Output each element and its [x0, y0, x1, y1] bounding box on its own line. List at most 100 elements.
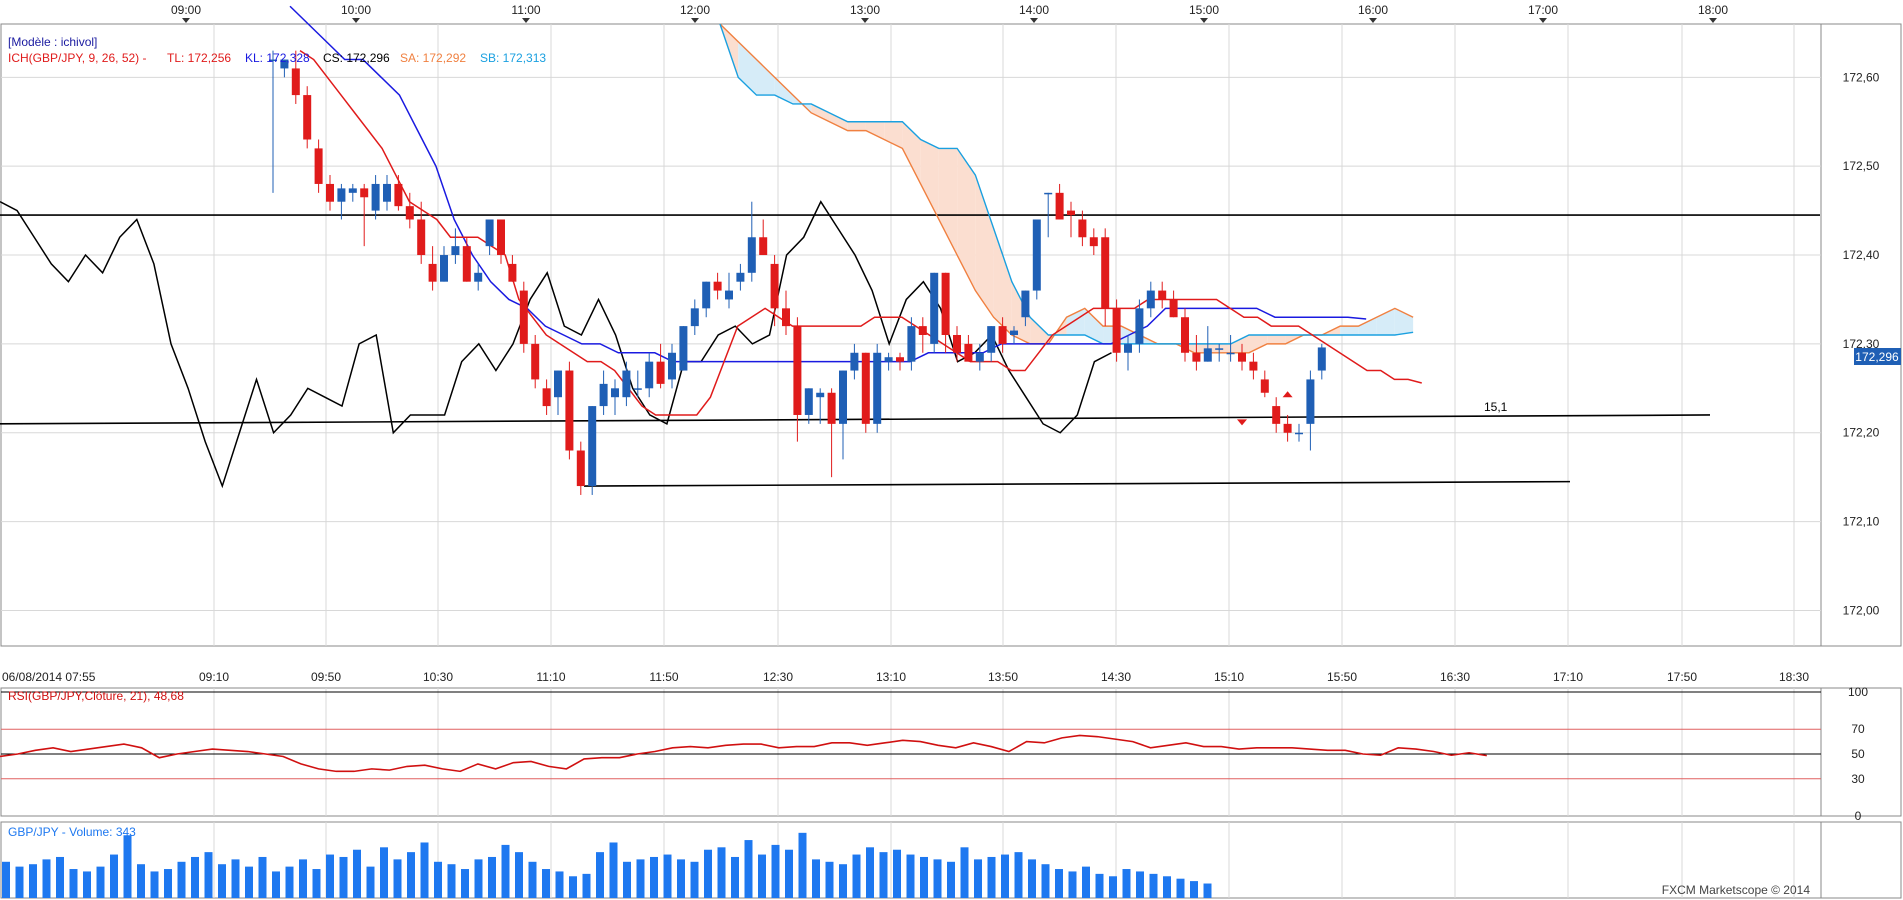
candle-body	[1169, 299, 1178, 318]
candle-body	[941, 272, 950, 335]
volume-label: GBP/JPY - Volume: 343	[8, 825, 136, 839]
candle-body	[1021, 290, 1030, 318]
volume-bar	[164, 869, 172, 898]
ichimoku-cloud-segment	[756, 59, 775, 96]
time-marker-icon	[691, 18, 699, 23]
candle-body	[1055, 192, 1064, 220]
ichimoku-cloud-segment	[1230, 335, 1249, 353]
bottom-time-label: 16:30	[1440, 670, 1470, 684]
candle-body	[1124, 343, 1132, 353]
time-marker-icon	[1369, 18, 1377, 23]
time-marker-icon	[1030, 18, 1038, 23]
candle-body	[930, 272, 939, 344]
bottom-time-label: 11:50	[649, 670, 678, 684]
candle-body	[1215, 348, 1224, 350]
volume-bar	[299, 859, 307, 898]
candle-body	[1032, 219, 1041, 291]
candle-body	[474, 272, 483, 282]
volume-bar	[1109, 876, 1117, 898]
volume-bar	[42, 859, 51, 898]
volume-bar	[636, 859, 645, 898]
candle-body	[462, 246, 471, 282]
candle-body	[975, 352, 984, 362]
ichimoku-cloud-segment	[1084, 308, 1104, 344]
ichimoku-cloud-segment	[1376, 308, 1395, 335]
candle-body	[782, 308, 790, 327]
volume-bar	[123, 835, 132, 898]
candle-body	[485, 219, 494, 247]
time-marker-icon	[1539, 18, 1547, 23]
ichimoku-legend-sb: SB: 172,313	[480, 51, 546, 65]
candle-body	[827, 392, 836, 424]
candle-body	[770, 263, 779, 309]
candle-body	[588, 406, 597, 487]
bottom-time-label: 15:10	[1214, 670, 1244, 684]
candle-body	[440, 255, 448, 282]
price-tick-label: 172,00	[1843, 603, 1880, 617]
candle-body	[531, 343, 540, 380]
volume-bar	[812, 859, 820, 898]
bottom-time-label: 13:50	[988, 670, 1018, 684]
volume-bar	[447, 864, 456, 898]
candle-body	[1272, 406, 1281, 424]
volume-bar	[623, 861, 631, 898]
candle-body	[497, 219, 505, 256]
price-tick-label: 172,40	[1843, 248, 1880, 262]
price-tick-label: 172,20	[1843, 426, 1880, 440]
support-line-lower	[583, 480, 1571, 487]
candle-body	[428, 263, 437, 282]
candle-body	[269, 59, 277, 62]
candle-body	[690, 308, 699, 327]
volume-bar	[947, 861, 955, 898]
bottom-time-label: 12:30	[763, 670, 793, 684]
volume-bar	[987, 856, 996, 898]
candle-body	[519, 290, 528, 344]
top-time-label: 12:00	[680, 3, 710, 17]
ichimoku-cloud-segment	[975, 175, 994, 318]
volume-bar	[1095, 873, 1104, 898]
candle-body	[1089, 237, 1098, 247]
volume-bar	[663, 854, 672, 898]
volume-bar	[285, 866, 294, 898]
rsi-tick-label: 30	[1851, 772, 1865, 786]
volume-bar	[650, 856, 658, 898]
rsi-tick-label: 100	[1848, 685, 1868, 699]
candle-body	[348, 188, 357, 193]
top-time-label: 16:00	[1358, 3, 1388, 17]
volume-bar	[920, 856, 928, 898]
candle-body	[565, 370, 574, 451]
candle-body	[611, 388, 619, 398]
time-marker-icon	[1200, 18, 1208, 23]
candle-body	[656, 361, 665, 384]
rsi-label: RSI(GBP/JPY,Clôture, 21), 48,68	[8, 689, 184, 703]
candle-body	[451, 246, 460, 256]
volume-bar	[110, 854, 118, 898]
support-line-upper	[0, 414, 1711, 425]
signal-arrow-text: 15,1	[1484, 400, 1508, 414]
ichimoku-cloud-segment	[1248, 335, 1268, 353]
ichimoku-legend-prefix: ICH(GBP/JPY, 9, 26, 52) -	[8, 51, 147, 65]
volume-bar	[839, 864, 847, 898]
ichimoku-cloud-segment	[847, 121, 866, 131]
senkou-span-b-line	[719, 23, 1414, 345]
candle-body	[326, 183, 334, 202]
top-time-label: 09:00	[171, 3, 201, 17]
candle-body	[918, 326, 927, 335]
volume-bar	[690, 861, 699, 898]
volume-bar	[393, 859, 402, 898]
current-price-badge	[1854, 348, 1901, 365]
candle-body	[280, 59, 289, 69]
candle-body	[987, 326, 996, 353]
volume-bar	[488, 856, 496, 898]
volume-bar	[501, 844, 510, 898]
candle-body	[873, 352, 882, 424]
ichimoku-cloud-segment	[920, 139, 939, 220]
volume-bar	[83, 871, 91, 898]
candle-body	[747, 237, 756, 273]
price-tick-label: 172,10	[1843, 515, 1880, 529]
volume-bar	[272, 871, 280, 898]
volume-bar	[29, 864, 37, 898]
volume-bar	[677, 859, 685, 898]
volume-bar	[56, 856, 64, 898]
volume-bar	[542, 869, 550, 898]
